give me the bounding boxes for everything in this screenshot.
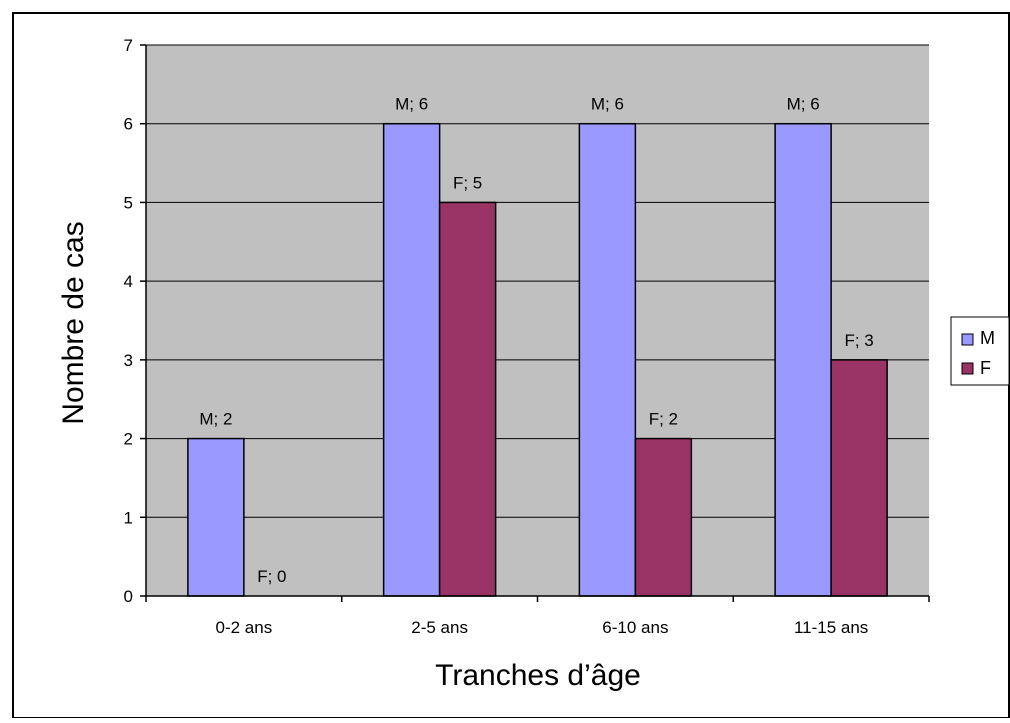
- data-label: M; 2: [199, 410, 232, 429]
- data-label: M; 6: [395, 95, 428, 114]
- data-labels: M; 2 F; 0 M; 6 F; 5 M; 6 F; 2 M; 6 F; 3: [199, 95, 873, 586]
- legend-label-f: F: [980, 358, 991, 378]
- data-label: F; 5: [453, 173, 482, 192]
- y-tick-label: 7: [124, 36, 133, 55]
- legend-swatch-m: [961, 333, 974, 346]
- y-tick-label: 0: [124, 587, 133, 606]
- bar-f: [438, 201, 497, 597]
- bar-m: [382, 122, 441, 597]
- data-label: M; 6: [787, 95, 820, 114]
- bar-m: [774, 122, 832, 597]
- y-tick-label: 1: [124, 508, 133, 527]
- legend-swatch-f: [961, 362, 974, 375]
- data-label: F; 2: [649, 410, 678, 429]
- y-tick-label: 4: [124, 272, 133, 291]
- legend-box: [950, 316, 1010, 386]
- bar-m: [578, 122, 637, 597]
- y-tick-label: 2: [124, 430, 133, 449]
- y-tick-label: 5: [124, 193, 133, 212]
- data-label: F; 3: [844, 331, 873, 350]
- legend: M F: [950, 316, 1010, 386]
- x-tick-labels: 0-2 ans 2-5 ans 6-10 ans 11-15 ans: [216, 618, 869, 637]
- y-tick-label: 3: [124, 351, 133, 370]
- x-tick-label: 11-15 ans: [794, 618, 868, 637]
- legend-label-m: M: [980, 328, 995, 348]
- x-tick-label: 2-5 ans: [411, 618, 468, 637]
- bar-f: [830, 359, 888, 597]
- bar-f: [634, 437, 693, 597]
- y-axis-label: Nombre de cas: [57, 221, 90, 424]
- data-label: F; 0: [257, 567, 286, 586]
- y-tick-labels: 0 1 2 3 4 5 6 7: [124, 36, 133, 606]
- x-tick-label: 6-10 ans: [602, 618, 668, 637]
- bar-m: [187, 437, 245, 597]
- y-tick-label: 6: [124, 115, 133, 134]
- axes: [140, 44, 930, 602]
- x-axis-label: Tranches d’âge: [435, 659, 641, 692]
- x-tick-label: 0-2 ans: [216, 618, 273, 637]
- data-label: M; 6: [591, 95, 624, 114]
